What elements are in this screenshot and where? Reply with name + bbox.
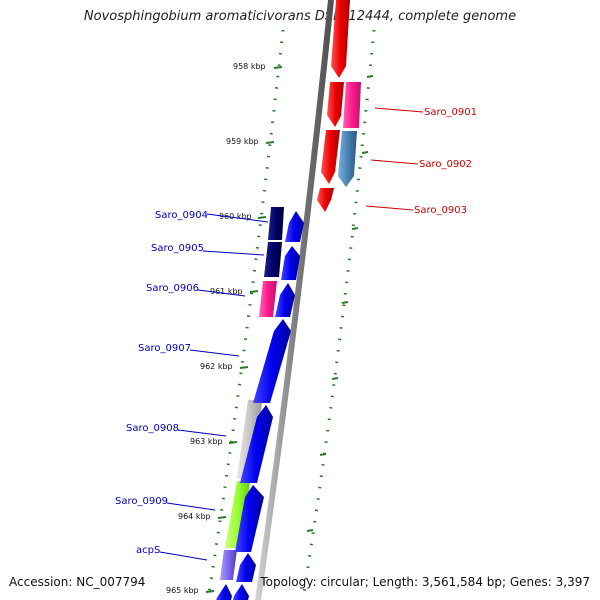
reverse-cds-arrow [285, 211, 304, 242]
ruler-ticks [205, 66, 283, 593]
forward-cds-arrow [321, 130, 340, 184]
gene-label-saro-0906[interactable]: Saro_0906 [146, 283, 199, 294]
tick-label-961: 961 kbp [210, 287, 243, 296]
tick-label-964: 964 kbp [178, 512, 211, 521]
outer-track-marks [306, 75, 374, 532]
gene-label-saro-0905[interactable]: Saro_0905 [151, 243, 204, 254]
reverse-cds-arrow [233, 584, 249, 600]
forward-gene-track [338, 82, 361, 187]
gene-saro-0906-arrow [259, 281, 277, 317]
gene-label-saro-0904[interactable]: Saro_0904 [155, 210, 208, 221]
tick-label-965: 965 kbp [166, 586, 199, 595]
tick-label-963: 963 kbp [190, 437, 223, 446]
reverse-cds-arrow [235, 485, 264, 552]
forward-cds-arrow [317, 188, 334, 212]
tick-label-958: 958 kbp [233, 62, 266, 71]
gene-label-saro-0903[interactable]: Saro_0903 [414, 205, 467, 216]
reverse-cds-arrow [281, 246, 300, 280]
gene-saro-0902-arrow [338, 131, 357, 187]
map-title: Novosphingobium aromaticivorans DSM 1244… [83, 9, 517, 24]
gene-label-saro-0909[interactable]: Saro_0909 [115, 496, 168, 507]
forward-cds-arrow [327, 82, 344, 127]
accession-label: Accession: NC_007794 [9, 575, 146, 589]
forward-cds-track [317, 0, 350, 212]
reverse-cds-arrow [275, 283, 295, 317]
gene-saro-0904-arrow [268, 207, 284, 240]
gene-label-acps[interactable]: acpS [136, 545, 160, 556]
reverse-gene-labels: Saro_0904 Saro_0905 Saro_0906 Saro_0907 … [115, 210, 269, 561]
reverse-cds-arrow [240, 405, 273, 483]
forward-gene-labels: Saro_0901 Saro_0902 Saro_0903 [365, 107, 477, 216]
genome-backbone [255, 0, 334, 600]
tick-label-962: 962 kbp [200, 362, 233, 371]
reverse-cds-arrow [216, 584, 232, 600]
tick-label-959: 959 kbp [226, 137, 259, 146]
reverse-cds-track [216, 211, 304, 600]
reverse-cds-arrow [253, 319, 291, 403]
tick-labels: 958 kbp 959 kbp 960 kbp 961 kbp 962 kbp … [166, 62, 266, 595]
tick-label-960: 960 kbp [219, 212, 252, 221]
gene-label-saro-0901[interactable]: Saro_0901 [424, 107, 477, 118]
genome-stats-label: Topology: circular; Length: 3,561,584 bp… [260, 575, 590, 589]
gene-saro-0905-arrow [264, 242, 282, 277]
gene-label-saro-0908[interactable]: Saro_0908 [126, 423, 179, 434]
reverse-cds-arrow [236, 553, 256, 582]
gene-label-saro-0907[interactable]: Saro_0907 [138, 343, 191, 354]
gene-acps-arrow [220, 550, 237, 580]
gene-label-saro-0902[interactable]: Saro_0902 [419, 159, 472, 170]
gene-saro-0901-arrow [343, 82, 361, 128]
forward-cds-arrow [331, 0, 350, 78]
